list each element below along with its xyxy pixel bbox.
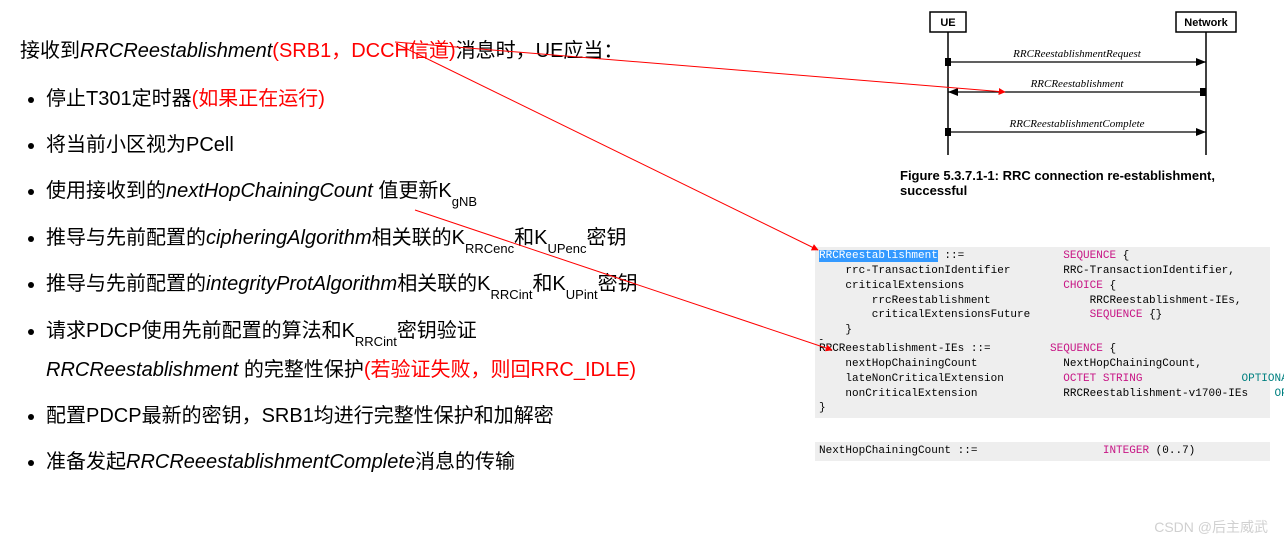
bullet-item: 将当前小区视为PCell bbox=[46, 126, 800, 164]
bullet-item: 推导与先前配置的integrityProtAlgorithm相关联的KRRCin… bbox=[46, 265, 800, 304]
bullet-item: 使用接收到的nextHopChainingCount 值更新KgNB bbox=[46, 172, 800, 211]
bullet-text: 准备发起 bbox=[46, 451, 126, 473]
seq-ue-label: UE bbox=[940, 17, 955, 29]
figure-caption: Figure 5.3.7.1-1: RRC connection re-esta… bbox=[900, 168, 1284, 198]
bullet-text: (若验证失败，则回RRC_IDLE) bbox=[364, 359, 636, 381]
bullet-text: 的完整性保护 bbox=[244, 359, 364, 381]
bullet-text: 配置PDCP最新的密钥，SRB1均进行完整性保护和加解密 bbox=[46, 405, 554, 427]
seq-msg-label: RRCReestablishment bbox=[1030, 78, 1125, 90]
asn1-block-1: RRCReestablishment ::= SEQUENCE { rrc-Tr… bbox=[815, 247, 1270, 355]
bullet-text: 和K bbox=[532, 273, 565, 295]
intro-msg: RRCReestablishment bbox=[80, 40, 272, 62]
bullet-text: nextHopChainingCount bbox=[166, 180, 378, 202]
bullet-item: 停止T301定时器(如果正在运行) bbox=[46, 80, 800, 118]
seq-nw-label: Network bbox=[1184, 17, 1228, 29]
bullet-text: 密钥验证 bbox=[397, 320, 477, 342]
bullet-text: RRCReeestablishmentComplete bbox=[126, 451, 415, 473]
bullet-text: RRCint bbox=[491, 287, 533, 302]
bullet-text: RRCReestablishment bbox=[46, 359, 244, 381]
bullet-text: 和K bbox=[514, 227, 547, 249]
bullet-text: 密钥 bbox=[598, 273, 638, 295]
asn1-block-3: NextHopChainingCount ::= INTEGER (0..7) bbox=[815, 442, 1270, 461]
watermark: CSDN @后主威武 bbox=[1154, 517, 1268, 537]
bullet-text: RRCenc bbox=[465, 241, 514, 256]
code1-name: RRCReestablishment bbox=[819, 250, 938, 262]
bullet-text: 相关联的K bbox=[397, 273, 490, 295]
sequence-diagram: UE Network RRCReestablishmentRequest RRCR… bbox=[920, 10, 1250, 160]
bullet-text: RRCint bbox=[355, 334, 397, 349]
seq-msg-label: RRCReestablishmentRequest bbox=[1012, 48, 1142, 60]
asn1-block-2: RRCReestablishment-IEs ::= SEQUENCE { ne… bbox=[815, 340, 1270, 418]
intro-pre: 接收到 bbox=[20, 40, 80, 62]
bullet-text: cipheringAlgorithm bbox=[206, 227, 372, 249]
bullet-text: UPint bbox=[566, 287, 598, 302]
bullet-item: 推导与先前配置的cipheringAlgorithm相关联的KRRCenc和KU… bbox=[46, 219, 800, 258]
bullet-item: 配置PDCP最新的密钥，SRB1均进行完整性保护和加解密 bbox=[46, 397, 800, 435]
bullet-item: 请求PDCP使用先前配置的算法和KRRCint密钥验证 RRCReestablis… bbox=[46, 312, 800, 389]
bullet-text: 密钥 bbox=[586, 227, 626, 249]
bullet-text: integrityProtAlgorithm bbox=[206, 273, 397, 295]
bullet-text: UPenc bbox=[547, 241, 586, 256]
text-panel: 接收到RRCReestablishment(SRB1，DCCH信道)消息时，UE… bbox=[20, 32, 800, 489]
bullet-text: 停止T301定时器 bbox=[46, 88, 192, 110]
bullet-item: 准备发起RRCReeestablishmentComplete消息的传输 bbox=[46, 443, 800, 481]
intro-line: 接收到RRCReestablishment(SRB1，DCCH信道)消息时，UE… bbox=[20, 32, 800, 70]
bullet-text: 推导与先前配置的 bbox=[46, 227, 206, 249]
intro-paren: (SRB1，DCCH信道) bbox=[272, 40, 455, 62]
bullet-text: 使用接收到的 bbox=[46, 180, 166, 202]
bullet-text: 消息的传输 bbox=[415, 451, 515, 473]
bullet-text: gNB bbox=[452, 194, 477, 209]
intro-post: 消息时，UE应当： bbox=[456, 40, 624, 62]
bullet-text: 值更新K bbox=[378, 180, 451, 202]
bullet-text: 推导与先前配置的 bbox=[46, 273, 206, 295]
bullet-text: 请求PDCP使用先前配置的算法和K bbox=[46, 320, 355, 342]
bullet-text: (如果正在运行) bbox=[192, 88, 325, 110]
bullet-list: 停止T301定时器(如果正在运行) 将当前小区视为PCell 使用接收到的nextH… bbox=[20, 80, 800, 481]
bullet-text: 将当前小区视为PCell bbox=[46, 134, 234, 156]
seq-msg-label: RRCReestablishmentComplete bbox=[1008, 118, 1144, 130]
bullet-text: 相关联的K bbox=[372, 227, 465, 249]
